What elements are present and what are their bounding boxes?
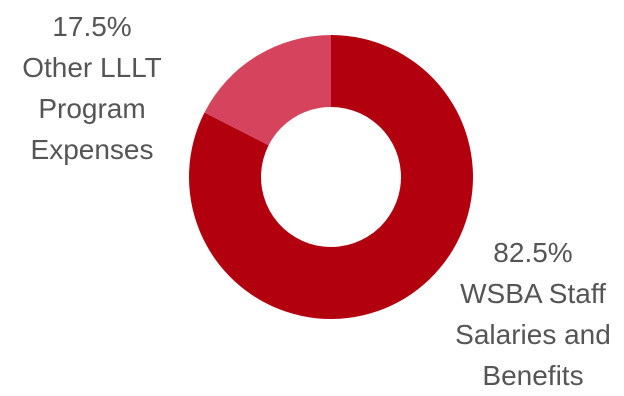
slice-name-line: Expenses (30, 134, 154, 165)
slice-name-line: Program (38, 93, 146, 124)
donut-slice-0 (188, 35, 473, 320)
slice-name-line: Other LLLT (22, 52, 162, 83)
slice-percent-label: 82.5% (493, 237, 573, 268)
slice-name-line: WSBA Staff (460, 278, 606, 309)
slice-name-line: Benefits (482, 360, 584, 391)
slice-label-other-lllt-program-expenses: 17.5% Other LLLT Program Expenses (0, 6, 184, 170)
donut-slices (188, 35, 473, 320)
donut-slice-1 (204, 35, 331, 146)
slice-percent-label: 17.5% (52, 11, 132, 42)
slice-label-wsba-staff-salaries: 82.5% WSBA Staff Salaries and Benefits (442, 232, 624, 396)
slice-name-line: Salaries and (455, 319, 611, 350)
